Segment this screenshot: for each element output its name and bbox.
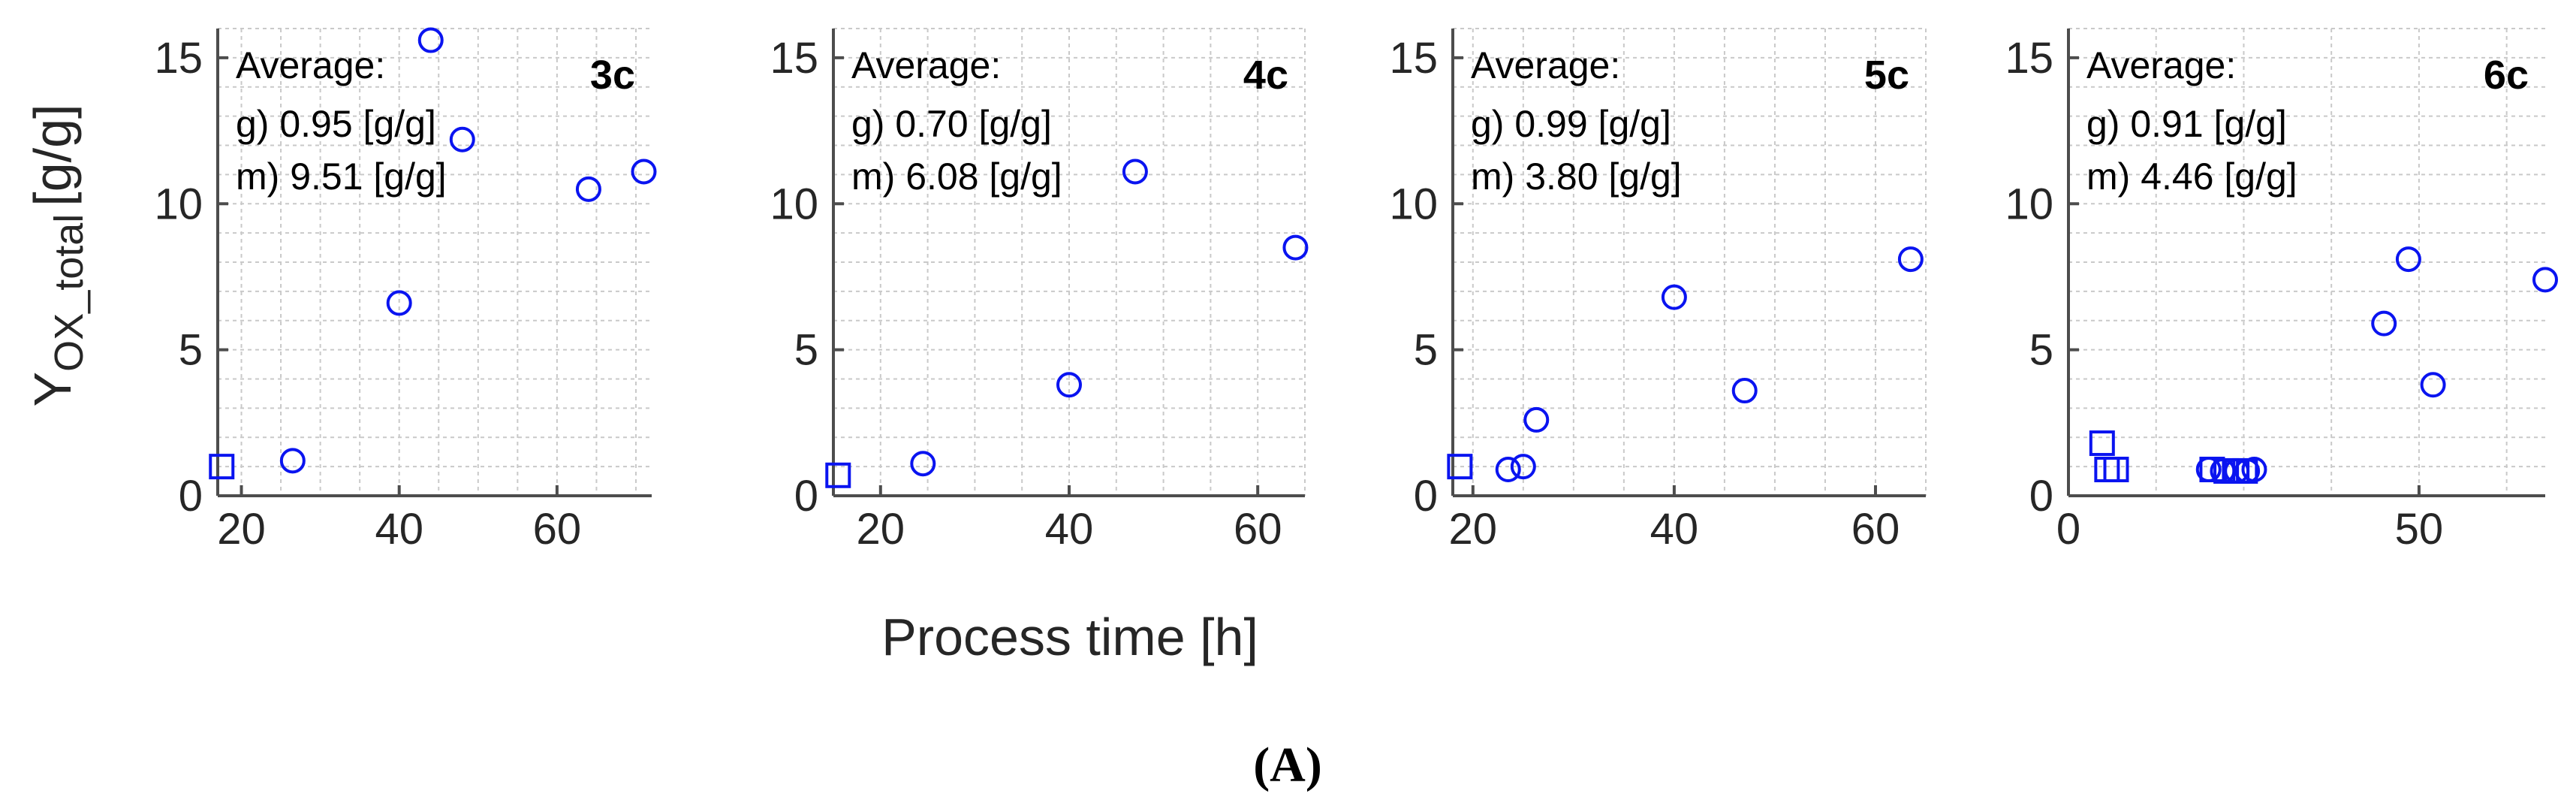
data-point-circle: [2371, 310, 2397, 337]
annotation-maintenance-yield: m) 6.08 [g/g]: [851, 155, 1062, 198]
grid-lines: [833, 28, 1306, 496]
y-tick-label: 15: [2005, 34, 2053, 83]
data-point-circle: [2395, 246, 2421, 273]
y-tick-label: 5: [2029, 326, 2053, 375]
panel-5c: 0 5 10 15 20 40 60 Average: g) 0.99 [g/g] m) 3.80…: [1389, 28, 1927, 554]
x-tick-label: 60: [1234, 505, 1282, 554]
data-point-circle: [279, 448, 306, 474]
data-point-circle: [1056, 372, 1082, 398]
data-point-circle: [1523, 406, 1550, 433]
panel-label: 5c: [1864, 53, 1909, 98]
x-tick-label: 40: [375, 505, 423, 554]
x-tick-label: 40: [1650, 505, 1699, 554]
data-point-circle: [1282, 234, 1309, 261]
data-point-circle: [449, 126, 475, 152]
data-point-circle: [2420, 372, 2446, 398]
y-axis-label: YOX_total [g/g]: [23, 104, 92, 406]
y-tick-label: 5: [794, 326, 818, 375]
y-tick-label: 15: [154, 34, 203, 83]
x-tick-label: 60: [1851, 505, 1900, 554]
annotation-title: Average:: [1471, 44, 1620, 86]
series-squares: [209, 454, 235, 480]
data-point-square: [2103, 457, 2129, 483]
y-axis-label-unit: [g/g]: [23, 104, 82, 206]
panel-3c: 0 5 10 15 20 40 60 Average: g) 0.95 [g/g] m) 9.51…: [154, 27, 657, 554]
data-point-square: [2232, 457, 2258, 484]
figure-caption: (A): [1253, 738, 1322, 792]
data-point-circle: [2532, 267, 2558, 293]
y-tick-label: 5: [1414, 326, 1438, 375]
y-axis-label-subscript: OX_total: [47, 214, 92, 372]
data-point-square: [2199, 457, 2225, 483]
data-point-square: [2089, 430, 2115, 457]
data-point-circle: [631, 158, 657, 185]
x-tick-label: 40: [1045, 505, 1094, 554]
y-tick-label: 0: [179, 472, 203, 521]
series-circles: [910, 158, 1309, 477]
data-point-square: [1447, 454, 1473, 480]
panel-label: 6c: [2484, 53, 2529, 98]
y-tick-label: 0: [794, 472, 818, 521]
data-point-circle: [1495, 457, 1521, 483]
data-point-circle: [417, 27, 444, 53]
y-tick-label: 0: [1414, 472, 1438, 521]
panel-6c: 0 5 10 15 0 50 Average: g) 0.91 [g/g] m) 4.46 [g…: [2005, 28, 2558, 554]
x-tick-label: 20: [857, 505, 905, 554]
data-point-circle: [386, 290, 412, 316]
x-tick-label: 0: [2056, 505, 2080, 554]
grid-lines: [218, 28, 652, 496]
annotation-maintenance-yield: m) 9.51 [g/g]: [236, 155, 447, 198]
y-tick-label: 10: [2005, 180, 2053, 228]
panel-label: 4c: [1243, 53, 1288, 98]
x-tick-label: 20: [1449, 505, 1498, 554]
data-point-square: [209, 454, 235, 480]
data-point-square: [825, 462, 851, 488]
data-point-circle: [1122, 158, 1148, 185]
y-tick-label: 15: [770, 34, 818, 83]
y-axis-label-main: Y: [23, 372, 82, 407]
data-point-circle: [1510, 454, 1536, 480]
annotation-title: Average:: [851, 44, 1001, 86]
series-squares: [2089, 430, 2258, 484]
data-point-square: [2094, 457, 2120, 483]
x-tick-label: 60: [533, 505, 582, 554]
series-squares: [1447, 454, 1473, 480]
annotation-growth-yield: g) 0.91 [g/g]: [2086, 103, 2287, 145]
annotation-title: Average:: [2086, 44, 2236, 86]
panel-4c: 0 5 10 15 20 40 60 Average: g) 0.70 [g/g] m) 6.08…: [770, 28, 1309, 554]
annotation-growth-yield: g) 0.95 [g/g]: [236, 103, 436, 145]
y-tick-label: 10: [1389, 180, 1438, 228]
x-tick-label: 50: [2395, 505, 2444, 554]
x-axis-label: Process time [h]: [881, 608, 1258, 666]
series-circles: [2195, 246, 2558, 484]
data-point-circle: [1661, 284, 1687, 310]
annotation-maintenance-yield: m) 3.80 [g/g]: [1471, 155, 1682, 198]
x-tick-label: 20: [217, 505, 266, 554]
y-tick-label: 15: [1389, 34, 1438, 83]
data-point-circle: [1731, 378, 1758, 404]
grid-lines: [1453, 28, 1927, 496]
y-tick-label: 10: [770, 180, 818, 228]
series-circles: [1495, 246, 1924, 483]
data-point-circle: [1897, 246, 1924, 273]
grid-lines: [2068, 28, 2545, 496]
annotation-growth-yield: g) 0.99 [g/g]: [1471, 103, 1671, 145]
y-tick-label: 10: [154, 180, 203, 228]
annotation-title: Average:: [236, 44, 385, 86]
y-tick-label: 0: [2029, 472, 2053, 521]
panel-label: 3c: [590, 53, 635, 98]
annotation-growth-yield: g) 0.70 [g/g]: [851, 103, 1052, 145]
data-point-circle: [910, 451, 936, 477]
y-tick-label: 5: [179, 326, 203, 375]
data-point-circle: [575, 176, 601, 202]
series-squares: [825, 462, 851, 488]
panels: 0 5 10 15 20 40 60 Average: g) 0.95 [g/g] m) 9.51…: [154, 27, 2558, 554]
series-circles: [279, 27, 657, 474]
annotation-maintenance-yield: m) 4.46 [g/g]: [2086, 155, 2297, 198]
